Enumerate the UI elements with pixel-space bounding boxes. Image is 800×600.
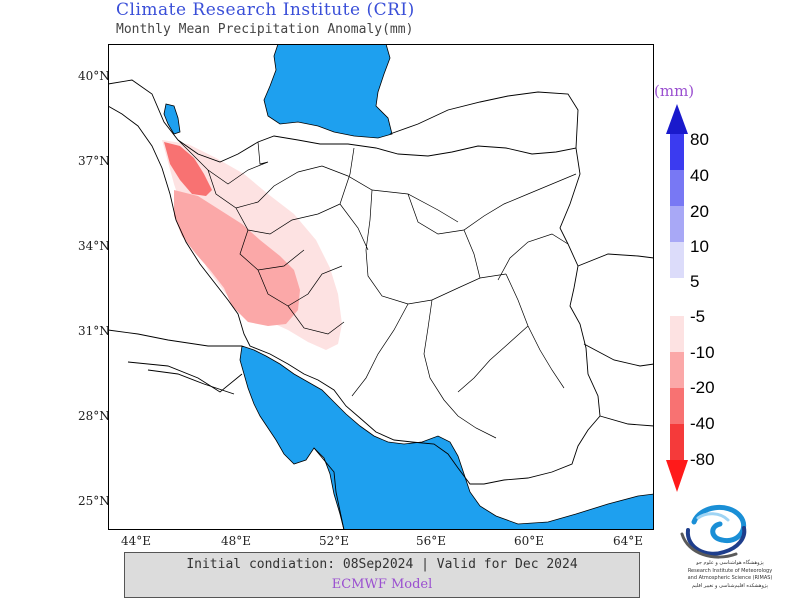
- lat-label-34n: 34°N: [78, 239, 110, 253]
- page-subtitle: Monthly Mean Precipitation Anomaly(mm): [116, 22, 414, 37]
- anomaly-medium: [174, 190, 300, 326]
- footer-model: ECMWF Model: [331, 577, 433, 592]
- saudi-border: [147, 369, 235, 395]
- precipitation-map: [108, 44, 654, 530]
- afghan-border: [577, 253, 654, 267]
- page-title: Climate Research Institute (CRI): [116, 0, 415, 20]
- province-lines: [177, 139, 577, 439]
- legend-swatch-neg10: [670, 352, 684, 388]
- legend-swatch-neg5: [670, 316, 684, 352]
- caspian-sea: [263, 44, 393, 139]
- arabia-coast: [313, 447, 345, 530]
- pak-border: [583, 343, 654, 367]
- legend-swatch-neg20: [670, 388, 684, 424]
- anomaly-strong: [164, 142, 212, 196]
- lon-label-56e: 56°E: [416, 534, 447, 548]
- lat-label-40n: 40°N: [78, 69, 110, 83]
- logo-swirl-navy: [685, 526, 747, 556]
- legend-label-10: 10: [690, 237, 709, 256]
- lon-label-64e: 64°E: [613, 534, 644, 548]
- pak-border-2: [599, 415, 654, 427]
- footer-run-info: Initial condiation: 08Sep2024 | Valid fo…: [186, 557, 578, 572]
- lon-label-48e: 48°E: [221, 534, 252, 548]
- lake-urmia: [163, 103, 181, 135]
- legend-swatch-10: [670, 242, 684, 278]
- legend-swatch-40: [670, 170, 684, 206]
- institute-logo: [680, 505, 747, 559]
- legend-swatch-80: [670, 134, 684, 170]
- logo-swirl-light: [696, 512, 730, 522]
- logo-text-en1: Research Institute of Meteorology: [687, 568, 773, 574]
- lon-label-60e: 60°E: [514, 534, 545, 548]
- legend-label-neg20: -20: [690, 378, 715, 397]
- iraq-border: [108, 329, 242, 347]
- logo-swirl-gray: [680, 532, 738, 559]
- footer-box: Initial condiation: 08Sep2024 | Valid fo…: [124, 552, 640, 598]
- map-frame: [108, 44, 654, 530]
- legend-arrow-down: [666, 460, 688, 492]
- lat-label-25n: 25°N: [78, 494, 110, 508]
- logo-swirl-blue: [691, 505, 747, 544]
- legend-label-neg5: -5: [690, 307, 706, 326]
- persian-gulf: [239, 345, 654, 530]
- legend-arrow-up: [666, 104, 688, 134]
- legend-label-40: 40: [690, 166, 709, 185]
- logo-text-fa: پژوهشگاه هواشناسی و علوم جو: [696, 560, 764, 566]
- legend-swatch-neg40: [670, 424, 684, 460]
- logo-text-fa2: پژوهشکده اقلیم‌شناسی و تغییر اقلیم: [691, 583, 769, 589]
- legend-label-80: 80: [690, 130, 709, 149]
- legend-label-neg40: -40: [690, 414, 715, 433]
- legend-swatch-20: [670, 206, 684, 242]
- country-borders: [108, 79, 654, 530]
- logo-text-en2: and Atmospheric Science (RIMAS): [687, 575, 773, 581]
- legend-label-neg10: -10: [690, 343, 715, 362]
- kuwait-border: [127, 361, 243, 393]
- legend-label-neg80: -80: [690, 450, 715, 469]
- lat-label-28n: 28°N: [78, 409, 110, 423]
- iran-border: [108, 79, 601, 485]
- turkmen-border: [389, 91, 579, 149]
- lon-label-52e: 52°E: [319, 534, 350, 548]
- lat-label-31n: 31°N: [78, 324, 110, 338]
- legend-label-20: 20: [690, 202, 709, 221]
- lon-label-44e: 44°E: [121, 534, 152, 548]
- legend-colorbar: [666, 104, 688, 492]
- legend-label-5: 5: [690, 272, 700, 291]
- legend-unit: (mm): [654, 82, 695, 100]
- lat-label-37n: 37°N: [78, 154, 110, 168]
